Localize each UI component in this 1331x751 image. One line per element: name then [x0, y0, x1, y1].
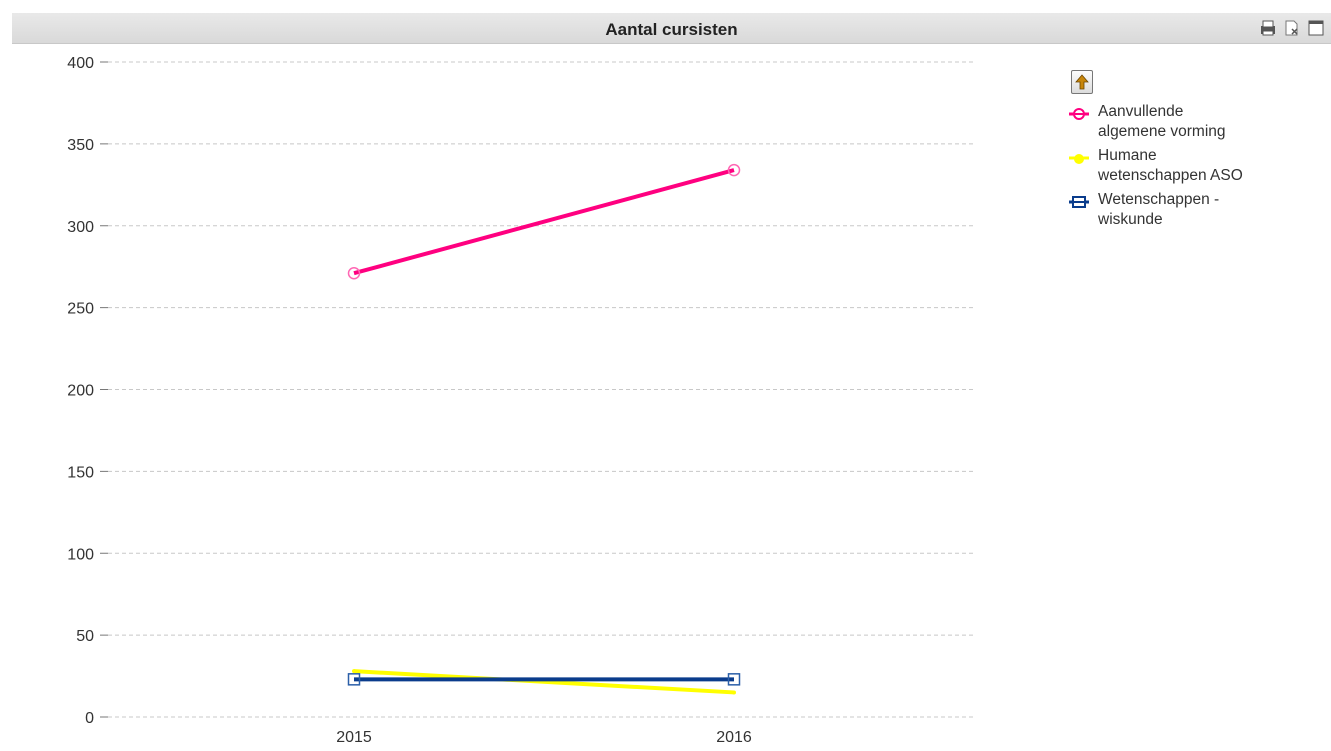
legend-label: Wetenschappen - wiskunde	[1098, 191, 1220, 228]
y-tick-label: 100	[67, 546, 94, 563]
legend-up-button[interactable]	[1071, 70, 1093, 94]
y-tick-label: 400	[67, 55, 94, 72]
data-point-marker	[352, 669, 356, 674]
data-point-marker	[732, 690, 736, 695]
printer-icon[interactable]	[1259, 19, 1277, 37]
data-point-marker	[727, 673, 741, 686]
legend: Aanvullende algemene vorming Humane wete…	[1068, 70, 1328, 234]
chart-title: Aantal cursisten	[605, 20, 738, 39]
y-tick-label: 50	[76, 628, 94, 645]
legend-label: Aanvullende algemene vorming	[1098, 103, 1226, 140]
arrow-up-icon	[1075, 74, 1089, 90]
y-tick-label: 300	[67, 219, 94, 236]
series-line	[353, 669, 735, 695]
series-line	[353, 168, 735, 276]
legend-marker-dot-icon	[1069, 154, 1089, 164]
legend-item-humane[interactable]: Humane wetenschappen ASO	[1068, 146, 1328, 186]
legend-marker-square-icon	[1069, 196, 1089, 208]
y-tick-label: 0	[85, 710, 94, 727]
caption-icons	[1259, 19, 1325, 37]
caption-bar: Aantal cursisten	[12, 13, 1331, 44]
data-point-marker	[727, 163, 741, 177]
legend-item-wetenschappen[interactable]: Wetenschappen - wiskunde	[1068, 190, 1328, 230]
y-tick-label: 150	[67, 464, 94, 481]
y-tick-label: 350	[67, 137, 94, 154]
x-tick-label: 2015	[336, 729, 372, 746]
y-tick-label: 200	[67, 383, 94, 400]
legend-item-aanvullende[interactable]: Aanvullende algemene vorming	[1068, 102, 1328, 142]
legend-marker-circle-icon	[1069, 108, 1089, 120]
y-tick-label: 250	[67, 301, 94, 318]
data-point-marker	[347, 266, 361, 280]
clear-selections-icon[interactable]	[1283, 19, 1301, 37]
x-tick-label: 2016	[716, 729, 752, 746]
maximize-icon[interactable]	[1307, 19, 1325, 37]
data-point-marker	[347, 673, 361, 686]
legend-label: Humane wetenschappen ASO	[1098, 147, 1243, 184]
